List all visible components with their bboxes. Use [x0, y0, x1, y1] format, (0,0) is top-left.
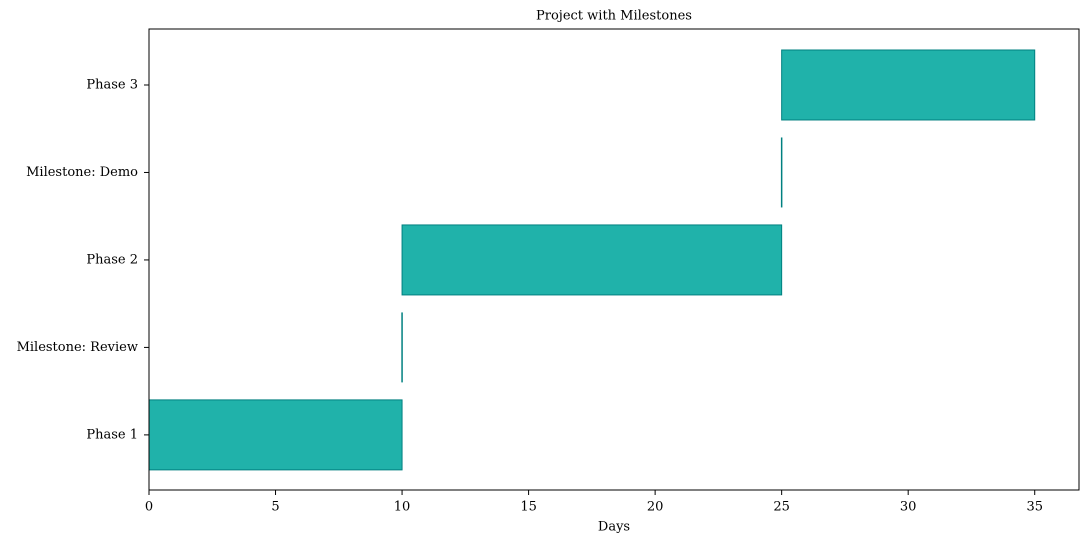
x-tick-label: 5	[271, 500, 279, 515]
chart-title: Project with Milestones	[536, 9, 692, 24]
x-tick-label: 0	[145, 500, 153, 515]
bar	[781, 49, 1036, 121]
y-tick-label: Milestone: Demo	[26, 165, 138, 180]
x-tick-label: 15	[520, 500, 537, 515]
x-tick-label: 35	[1026, 500, 1043, 515]
x-tick-label: 30	[900, 500, 917, 515]
x-tick-label: 10	[394, 500, 411, 515]
y-tick-label: Milestone: Review	[17, 340, 138, 355]
x-axis-label: Days	[598, 520, 630, 535]
x-tick-label: 25	[773, 500, 790, 515]
bar	[148, 399, 403, 471]
bar	[401, 224, 783, 296]
y-tick-label: Phase 3	[86, 77, 138, 92]
x-tick-label: 20	[647, 500, 664, 515]
y-tick-label: Phase 2	[86, 252, 138, 267]
y-tick-label: Phase 1	[86, 427, 138, 442]
plot-frame	[148, 28, 1080, 491]
